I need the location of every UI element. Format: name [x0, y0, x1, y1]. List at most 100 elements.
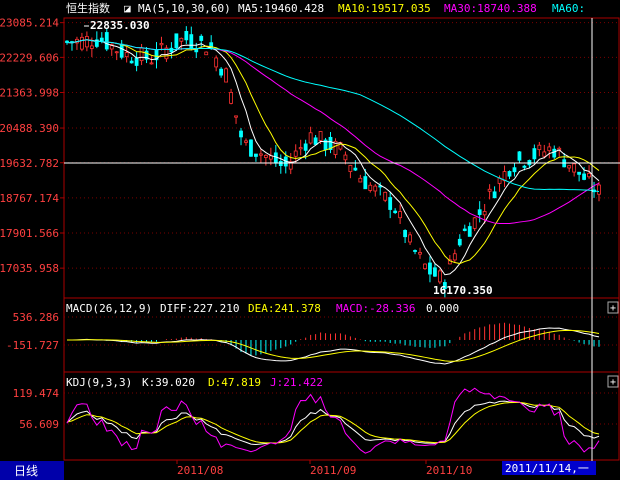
kdj-expand-button[interactable]: [607, 375, 619, 388]
kdj-j: J:21.422: [270, 376, 323, 389]
price-axis-ticks: 23085.214 22229.606 21363.998 20488.390 1963…: [0, 17, 59, 275]
kdj-tick-label: 119.474: [13, 387, 60, 400]
candle-body: [239, 130, 243, 138]
candle-body: [398, 211, 403, 219]
candle-body: [413, 250, 417, 252]
macd-dea-line: [66, 329, 600, 362]
candle-body: [423, 263, 427, 270]
candle-body: [159, 43, 164, 46]
macd-extra: 0.000: [426, 302, 459, 315]
kdj-expand-icon: +: [610, 377, 616, 388]
candle-body: [373, 185, 378, 192]
candle-body: [442, 282, 447, 289]
candle-body: [303, 143, 308, 151]
candle-body: [502, 171, 507, 182]
candle-body: [273, 152, 278, 164]
candle-body: [467, 226, 472, 237]
candle-body: [234, 115, 238, 118]
ma5-line: [66, 39, 600, 276]
macd-dea: DEA:241.378: [248, 302, 321, 315]
candle-body: [487, 188, 492, 192]
candle-body: [328, 136, 333, 150]
candle-body: [547, 146, 552, 152]
date-tick-label: 2011/09: [310, 464, 356, 477]
price-tick-label: 19632.782: [0, 157, 59, 170]
candle-body: [388, 197, 393, 210]
candle-body: [577, 171, 582, 175]
price-tick-label: 17035.958: [0, 262, 59, 275]
ma-icon: ◪: [124, 2, 131, 15]
candle-body: [204, 51, 209, 56]
candle-body: [214, 57, 219, 68]
candle-body: [333, 140, 338, 155]
kdj-k: K:39.020: [142, 376, 195, 389]
price-tick-label: 23085.214: [0, 17, 59, 30]
candle-body: [437, 270, 442, 283]
candle-body: [219, 68, 224, 76]
candle-body: [199, 35, 204, 41]
candle-body: [288, 161, 293, 170]
date-tick-label: 2011/10: [426, 464, 472, 477]
candle-body: [313, 137, 318, 145]
candle-body: [189, 34, 194, 49]
candle-body: [383, 191, 388, 201]
candle-body: [492, 191, 497, 199]
candle-body: [452, 253, 457, 261]
candle-body: [348, 165, 353, 172]
kdj-k-line: [66, 400, 600, 446]
candle-body: [393, 210, 398, 214]
price-tick-label: 17901.566: [0, 227, 59, 240]
macd-panel: [66, 322, 600, 365]
candle-body: [244, 140, 248, 143]
kdj-panel-frame: [63, 371, 620, 461]
ma60-line: [66, 39, 600, 192]
macd-tick-label: -151.727: [6, 339, 59, 352]
index-name: 恒生指数: [66, 1, 110, 15]
candle-body: [408, 234, 412, 243]
ma-label: MA(5,10,30,60): [138, 2, 231, 15]
kdj-panel: [66, 387, 600, 454]
candle-body: [358, 177, 363, 183]
kdj-d: D:47.819: [208, 376, 261, 389]
candle-body: [517, 151, 522, 161]
macd-diff-line: [66, 327, 600, 365]
candle-body: [104, 32, 109, 50]
ma10-value: MA10:19517.035: [338, 2, 431, 15]
candle-body: [94, 39, 99, 47]
candle-body: [308, 132, 313, 144]
candle-body: [224, 68, 229, 83]
candle-body: [552, 148, 557, 158]
candle-body: [597, 184, 601, 195]
candle-body: [572, 163, 577, 173]
candle-body: [114, 51, 119, 54]
candle-body: [298, 147, 303, 150]
price-tick-label: 22229.606: [0, 51, 59, 64]
cursor-date-box: [502, 461, 596, 475]
date-axis-ticks: 2011/08 2011/09 2011/10: [176, 460, 472, 477]
candle-body: [293, 150, 298, 157]
candle-body: [582, 173, 586, 180]
period-tab-label: 日线: [14, 464, 38, 478]
candle-body: [254, 153, 258, 157]
period-tab[interactable]: [0, 461, 64, 480]
ma10-line: [66, 39, 600, 265]
macd-value: MACD:-28.336: [336, 302, 415, 315]
candle-body: [169, 47, 174, 53]
macd-tick-label: 536.286: [13, 311, 59, 324]
price-tick-label: 18767.174: [0, 192, 59, 205]
candle-body: [259, 153, 263, 156]
candle-body: [263, 154, 268, 158]
candle-body: [80, 36, 84, 50]
candle-body: [109, 44, 114, 50]
macd-expand-button[interactable]: [607, 301, 619, 314]
candle-body: [462, 228, 467, 231]
candle-body: [124, 52, 129, 58]
candle-body: [353, 167, 358, 171]
candle-body: [149, 62, 154, 65]
candle-body: [403, 230, 407, 238]
candle-body: [532, 148, 537, 160]
date-tick-label: 2011/08: [177, 464, 223, 477]
candle-body: [99, 37, 104, 42]
candle-body: [318, 131, 323, 141]
